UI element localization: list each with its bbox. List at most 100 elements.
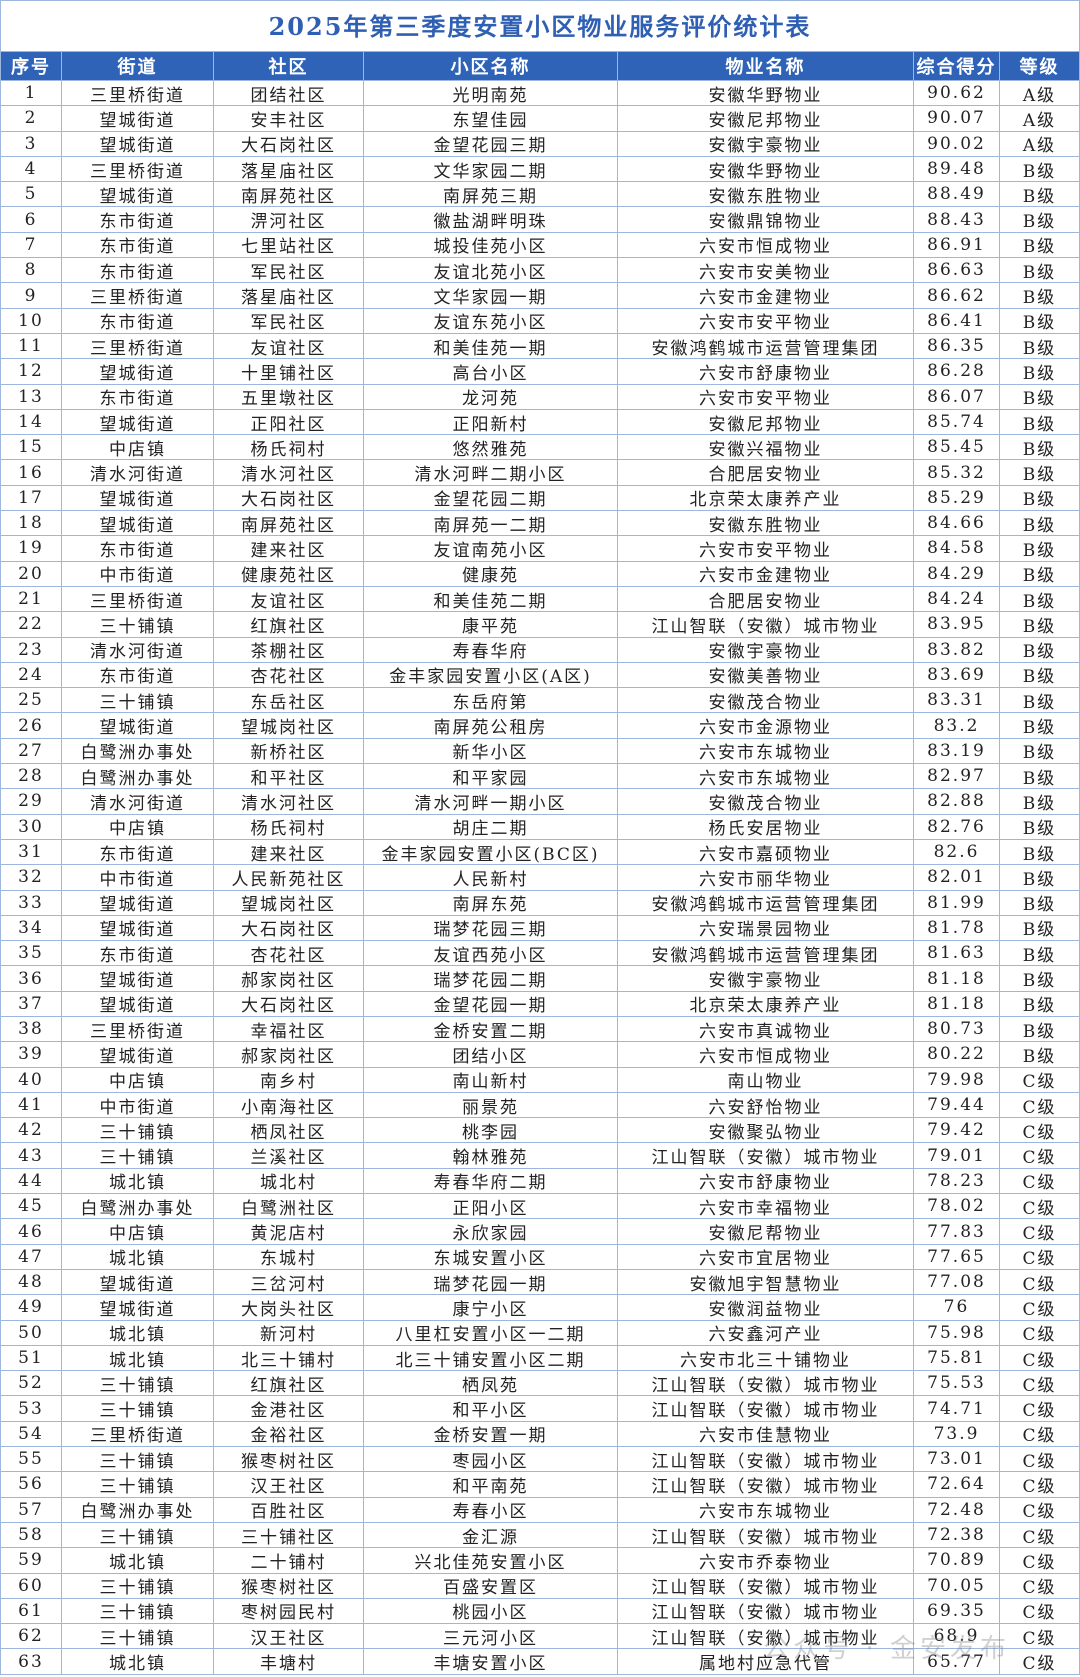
table-cell: B级 bbox=[1000, 308, 1080, 334]
table-cell: 46 bbox=[0, 1219, 62, 1245]
table-cell: 望城街道 bbox=[62, 409, 214, 436]
table-cell: 新华小区 bbox=[364, 738, 618, 765]
table-cell: 望城街道 bbox=[62, 1042, 214, 1068]
table-cell: 金丰家园安置小区(A区) bbox=[364, 662, 618, 689]
table-cell: 金桥安置二期 bbox=[364, 1016, 618, 1043]
table-cell: 南屏苑社区 bbox=[214, 182, 364, 208]
table-cell: 三十铺镇 bbox=[62, 688, 214, 714]
table-cell: 三十铺镇 bbox=[62, 1522, 214, 1549]
table-cell: 南屏苑公租房 bbox=[364, 713, 618, 739]
table-cell: 38 bbox=[0, 1016, 62, 1043]
table-cell: 金望花园二期 bbox=[364, 485, 618, 512]
table-cell: 金汇源 bbox=[364, 1522, 618, 1549]
table-cell: 六安市嘉硕物业 bbox=[618, 839, 914, 866]
table-cell: 城北镇 bbox=[62, 1244, 214, 1270]
table-cell: 86.91 bbox=[914, 232, 1000, 259]
table-cell: B级 bbox=[1000, 511, 1080, 537]
table-cell: 茶棚社区 bbox=[214, 637, 364, 663]
table-cell: 正阳小区 bbox=[364, 1194, 618, 1220]
table-cell: 86.28 bbox=[914, 359, 1000, 385]
table-cell: 高台小区 bbox=[364, 359, 618, 385]
table-cell: 42 bbox=[0, 1118, 62, 1144]
table-cell: 25 bbox=[0, 688, 62, 714]
table-cell: 8 bbox=[0, 258, 62, 284]
table-cell: 杨氏祠村 bbox=[214, 814, 364, 840]
table-cell: 82.88 bbox=[914, 789, 1000, 815]
table-cell: 江山智联（安徽）城市物业 bbox=[618, 1522, 914, 1549]
table-cell: 友谊北苑小区 bbox=[364, 258, 618, 284]
table-cell: 六安市舒康物业 bbox=[618, 1168, 914, 1195]
table-cell: 望城街道 bbox=[62, 511, 214, 537]
table-cell: 安徽东胜物业 bbox=[618, 182, 914, 208]
table-cell: 75.98 bbox=[914, 1320, 1000, 1346]
table-cell: 三里桥街道 bbox=[62, 586, 214, 613]
table-cell: 74.71 bbox=[914, 1396, 1000, 1422]
table-cell: 金丰家园安置小区(BC区) bbox=[364, 839, 618, 866]
table-cell: 兰溪社区 bbox=[214, 1143, 364, 1169]
table-cell: 62 bbox=[0, 1624, 62, 1650]
table-cell: C级 bbox=[1000, 1371, 1080, 1397]
table-cell: 三十铺镇 bbox=[62, 1447, 214, 1473]
table-cell: 47 bbox=[0, 1244, 62, 1270]
table-cell: 清水河畔二期小区 bbox=[364, 460, 618, 486]
table-cell: 兴北佳苑安置小区 bbox=[364, 1548, 618, 1574]
table-cell: 健康苑 bbox=[364, 561, 618, 587]
table-cell: 中市街道 bbox=[62, 865, 214, 891]
table-cell: 75.81 bbox=[914, 1345, 1000, 1372]
table-cell: 南屏苑一二期 bbox=[364, 511, 618, 537]
table-cell: B级 bbox=[1000, 814, 1080, 840]
table-cell: 人民新苑社区 bbox=[214, 865, 364, 891]
table-cell: 六安市恒成物业 bbox=[618, 232, 914, 259]
table-cell: B级 bbox=[1000, 1042, 1080, 1068]
table-cell: B级 bbox=[1000, 713, 1080, 739]
table-cell: B级 bbox=[1000, 561, 1080, 587]
table-cell: 城北镇 bbox=[62, 1649, 214, 1675]
table-cell: 军民社区 bbox=[214, 258, 364, 284]
table-cell: C级 bbox=[1000, 1396, 1080, 1422]
table-cell: 82.6 bbox=[914, 839, 1000, 866]
table-cell: 东市街道 bbox=[62, 207, 214, 233]
table-cell: 六安市东城物业 bbox=[618, 1497, 914, 1523]
table-cell: 75.53 bbox=[914, 1371, 1000, 1397]
table-cell: 85.29 bbox=[914, 485, 1000, 512]
table-cell: 大石岗社区 bbox=[214, 915, 364, 942]
table-cell: 三里桥街道 bbox=[62, 81, 214, 107]
table-cell: 望城街道 bbox=[62, 1295, 214, 1321]
table-cell: 52 bbox=[0, 1371, 62, 1397]
table-cell: 77.65 bbox=[914, 1244, 1000, 1270]
table-cell: 永欣家园 bbox=[364, 1219, 618, 1245]
table-cell: 63 bbox=[0, 1649, 62, 1675]
table-cell: 幸福社区 bbox=[214, 1016, 364, 1043]
table-cell: 望城街道 bbox=[62, 966, 214, 992]
table-cell: 东市街道 bbox=[62, 662, 214, 689]
table-cell: 白鹭洲社区 bbox=[214, 1194, 364, 1220]
table-cell: 新桥社区 bbox=[214, 738, 364, 765]
table-cell: 中店镇 bbox=[62, 1219, 214, 1245]
table-cell: 东望佳园 bbox=[364, 106, 618, 132]
table-cell: 望城街道 bbox=[62, 359, 214, 385]
table-cell: 建来社区 bbox=[214, 536, 364, 562]
table-cell: 江山智联（安徽）城市物业 bbox=[618, 612, 914, 638]
table-cell: 81.78 bbox=[914, 915, 1000, 942]
table-cell: 文华家园二期 bbox=[364, 156, 618, 183]
table-cell: 和美佳苑一期 bbox=[364, 333, 618, 360]
table-cell: 北三十铺安置小区二期 bbox=[364, 1345, 618, 1372]
table-cell: C级 bbox=[1000, 1295, 1080, 1321]
table-cell: 69.35 bbox=[914, 1598, 1000, 1625]
table-cell: C级 bbox=[1000, 1573, 1080, 1599]
watermark: 公众号 · 金安发布 bbox=[763, 1634, 1010, 1664]
table-cell: B级 bbox=[1000, 485, 1080, 512]
table-cell: 三十铺镇 bbox=[62, 1598, 214, 1625]
table-cell: 68.9 bbox=[914, 1624, 1000, 1650]
table-cell: 安徽宇豪物业 bbox=[618, 966, 914, 992]
table-cell: 13 bbox=[0, 384, 62, 410]
table-cell: 88.49 bbox=[914, 182, 1000, 208]
table-cell: 十里铺社区 bbox=[214, 359, 364, 385]
table-cell: 六安市金建物业 bbox=[618, 561, 914, 587]
table-cell: 安徽聚弘物业 bbox=[618, 1118, 914, 1144]
table-cell: 合肥居安物业 bbox=[618, 586, 914, 613]
table-cell: 6 bbox=[0, 207, 62, 233]
table-cell: 79.98 bbox=[914, 1067, 1000, 1093]
table-cell: 三十铺社区 bbox=[214, 1522, 364, 1549]
table-cell: 14 bbox=[0, 409, 62, 436]
